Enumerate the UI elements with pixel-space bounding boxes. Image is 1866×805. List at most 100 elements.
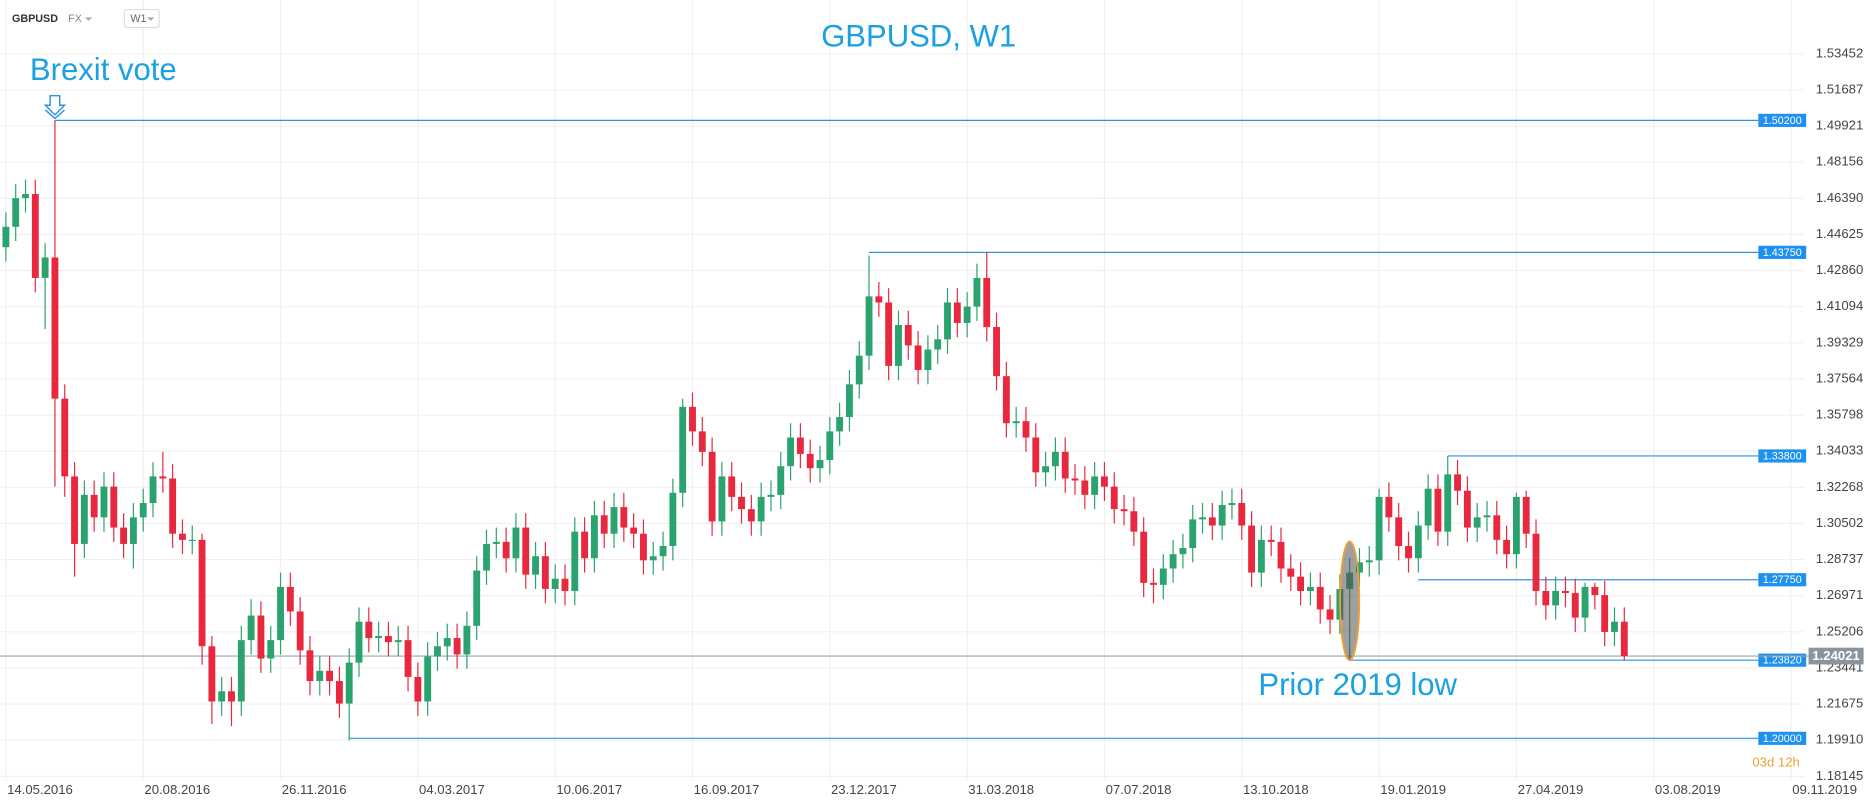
x-tick-label: 13.10.2018	[1243, 782, 1309, 797]
candle-body	[620, 507, 628, 528]
candle-body	[630, 527, 638, 534]
candle-body	[1503, 539, 1511, 555]
candle-body	[286, 586, 294, 612]
level-label-box	[1758, 731, 1807, 745]
x-tick-label: 23.12.2017	[831, 782, 897, 797]
candle-body	[1297, 576, 1305, 592]
candle-body	[718, 476, 726, 522]
candle-body	[1375, 496, 1383, 561]
candle-body	[561, 578, 569, 592]
timeframe-box[interactable]	[123, 8, 160, 29]
candle-body	[698, 431, 706, 452]
timeframe[interactable]: W1	[130, 13, 146, 25]
candle-body	[1042, 466, 1050, 473]
x-tick-label: 20.08.2016	[144, 782, 210, 797]
candle-body	[1620, 621, 1628, 657]
candle-body	[1140, 531, 1148, 583]
candle-body	[384, 636, 392, 643]
candle-body	[483, 543, 490, 571]
candle-body	[993, 327, 1000, 377]
x-tick-label: 16.09.2017	[694, 782, 760, 797]
candle-body	[198, 539, 206, 647]
candle-body	[1032, 437, 1040, 473]
candle-body	[708, 451, 716, 522]
y-tick-label: 1.44625	[1816, 226, 1864, 241]
candle-body	[149, 476, 157, 504]
candle-body	[1463, 490, 1471, 528]
candle-body	[551, 578, 559, 589]
candle-body	[640, 533, 647, 561]
candle-body	[1512, 496, 1520, 555]
candle-body	[424, 656, 432, 702]
candle-body	[953, 302, 961, 323]
candle-body	[296, 611, 304, 651]
x-tick-label: 04.03.2017	[419, 782, 485, 797]
candle-body	[61, 398, 69, 477]
y-tick-label: 1.28737	[1816, 551, 1864, 566]
candle-body	[649, 556, 657, 561]
candle-body	[1395, 517, 1403, 546]
candle-body	[541, 556, 549, 589]
candle-body	[816, 460, 824, 469]
candle-body	[277, 586, 284, 641]
candle-body	[885, 302, 893, 366]
candle-body	[522, 527, 530, 575]
candle-body	[473, 570, 481, 626]
candle-body	[895, 324, 902, 366]
y-tick-label: 1.41094	[1816, 298, 1864, 313]
candle-body	[208, 646, 216, 702]
candle-body	[1591, 586, 1599, 596]
x-tick-label: 19.01.2019	[1380, 782, 1446, 797]
candle-body	[679, 406, 687, 493]
candle-body	[1365, 560, 1373, 563]
candle-body	[218, 691, 226, 702]
levels: 1.50200 1.43750 1.33800 1.27750 1.23820 1.200…	[0, 113, 1809, 745]
x-tick-label: 09.11.2019	[1792, 782, 1857, 797]
candle-body	[1150, 582, 1157, 585]
candle-body	[139, 503, 147, 518]
candle-body	[1542, 591, 1550, 606]
candles	[2, 120, 1628, 741]
candle-body	[1277, 541, 1285, 569]
candle-body	[571, 531, 579, 592]
candle-body	[365, 621, 373, 639]
candle-body	[1483, 515, 1491, 518]
candle-body	[237, 640, 245, 702]
candle-body	[796, 437, 804, 454]
candle-body	[963, 306, 971, 323]
candle-body	[443, 638, 451, 647]
y-tick-label: 1.21675	[1816, 696, 1864, 711]
candle-body	[1110, 486, 1118, 510]
symbol[interactable]: GBPUSD	[12, 13, 58, 25]
level-label-box	[1758, 245, 1807, 259]
candle-body	[434, 646, 441, 657]
y-tick-label: 1.25206	[1816, 623, 1864, 638]
candle-body	[41, 257, 49, 278]
candle-body	[404, 640, 412, 677]
candle-body	[228, 691, 235, 702]
candle-body	[1316, 586, 1324, 610]
candle-body	[512, 527, 520, 559]
candle-body	[414, 676, 422, 702]
current-price-label: 1.24021	[1812, 648, 1860, 663]
level-label: 1.27750	[1763, 574, 1802, 586]
candle-body	[1022, 421, 1030, 438]
y-tick-label: 1.46390	[1816, 190, 1864, 205]
market[interactable]: FX	[68, 13, 82, 25]
candle-body	[1473, 517, 1481, 528]
candle-body	[934, 339, 942, 350]
y-tick-label: 1.37564	[1816, 370, 1864, 385]
candle-body	[1562, 591, 1569, 594]
y-tick-label: 1.42860	[1816, 262, 1864, 277]
candle-body	[944, 302, 951, 340]
candle-body	[12, 198, 20, 227]
candle-body	[1571, 593, 1579, 618]
x-tick-label: 26.11.2016	[282, 782, 347, 797]
level-label: 1.33800	[1763, 450, 1802, 462]
candle-body	[610, 507, 618, 534]
candle-body	[1061, 451, 1069, 479]
candle-body	[865, 296, 873, 356]
candle-body	[51, 257, 59, 399]
countdown: 03d 12h	[1752, 755, 1800, 770]
candle-body	[973, 277, 981, 307]
